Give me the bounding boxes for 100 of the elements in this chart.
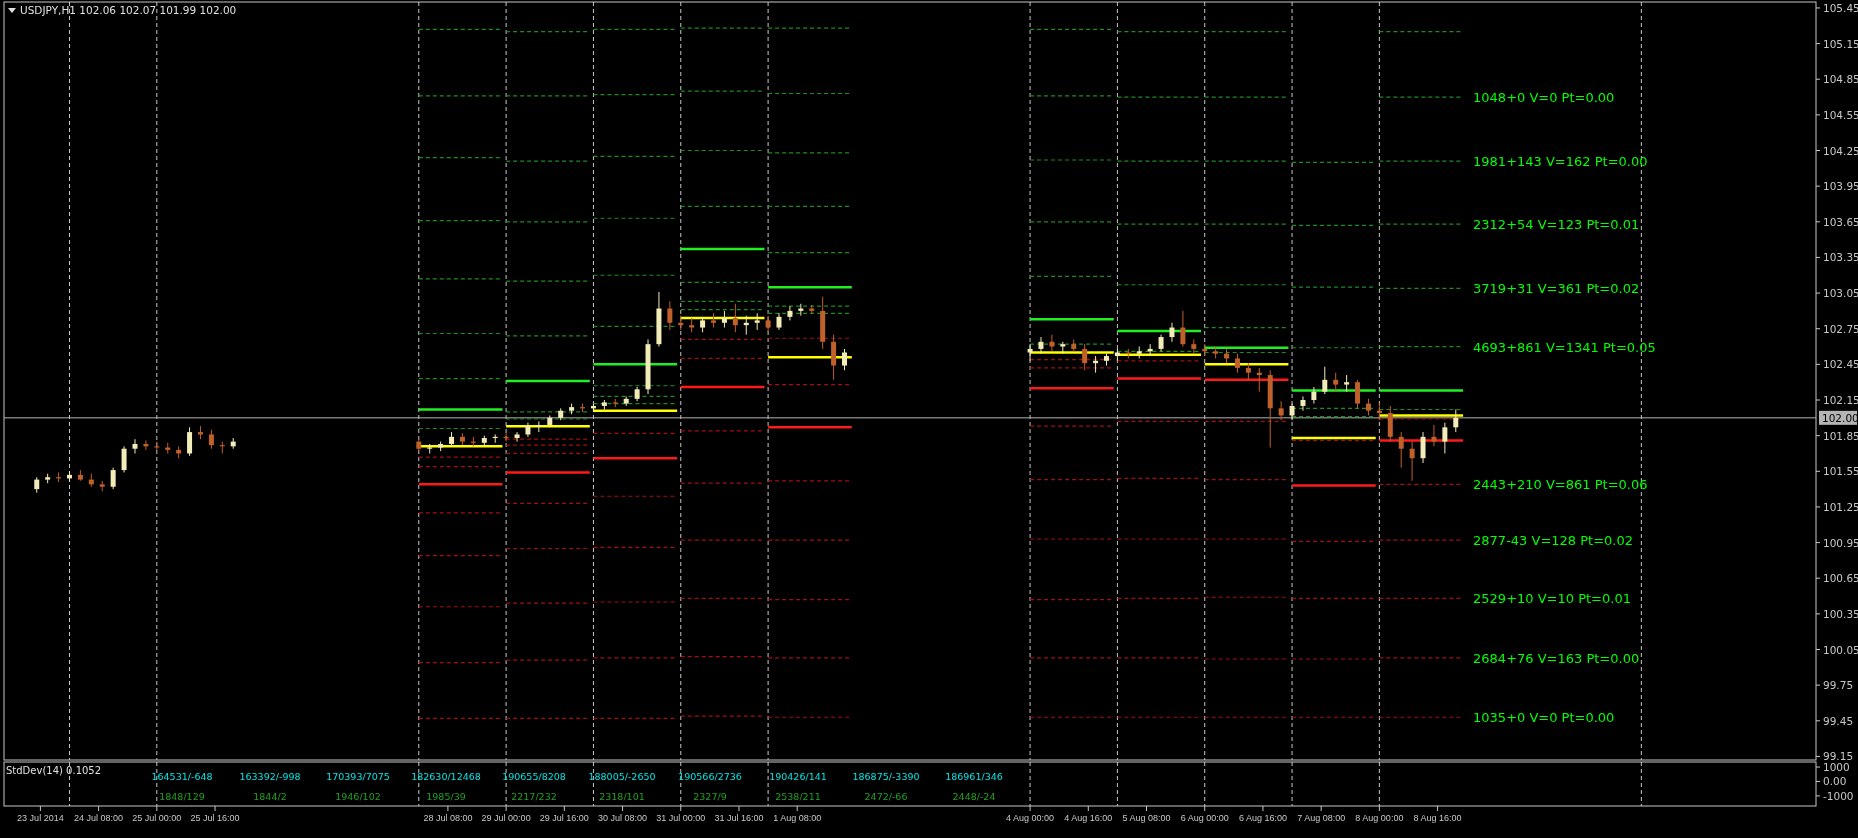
annotation: 163392/-998 [239,771,301,782]
annotation: 2217/232 [511,791,557,802]
candlestick [732,303,738,333]
candlestick [787,305,793,321]
x-tick-label: 25 Jul 16:00 [190,813,240,823]
annotation: 1048+0 V=0 Pt=0.00 [1473,90,1615,106]
annotation: 190566/2736 [678,771,742,782]
x-tick-label: 1 Aug 08:00 [773,813,822,823]
candlestick [1300,395,1306,412]
candlestick [1169,322,1175,343]
candlestick [1049,334,1055,352]
candlestick [667,300,673,331]
annotation: 4693+861 V=1341 Pt=0.05 [1473,339,1656,355]
y-tick-label: 103.95 [1823,180,1858,193]
candlestick [1278,400,1284,421]
annotation: 1035+0 V=0 Pt=0.00 [1473,710,1615,726]
annotation: 2877-43 V=128 Pt=0.02 [1473,533,1634,549]
x-tick-label: 7 Aug 08:00 [1297,813,1346,823]
candlestick [1398,431,1404,469]
annotation: 1981+143 V=162 Pt=0.00 [1473,154,1648,170]
candlestick [1234,353,1240,374]
candlestick [1082,343,1088,371]
candlestick [1180,310,1186,348]
annotation: 188005/-2650 [588,771,656,782]
y-tick-label: 99.75 [1823,679,1854,692]
annotation: 2318/101 [599,791,645,802]
y-tick-label: 102.45 [1823,358,1858,371]
annotation: 1985/39 [426,791,466,802]
annotation: 1844/2 [253,791,287,802]
y-tick-label: 100.35 [1823,607,1858,620]
x-tick-label: 5 Aug 08:00 [1122,813,1171,823]
candlestick [208,429,214,450]
annotation: 164531/-648 [151,771,213,782]
candlestick [1038,336,1044,355]
candlestick [1355,379,1361,409]
annotation: 190426/141 [769,771,827,782]
y-tick-label: 101.25 [1823,500,1858,513]
y-tick-label: 100.65 [1823,572,1858,585]
y-tick-label: 103.05 [1823,287,1858,300]
y-tick-label: 100.95 [1823,536,1858,549]
x-tick-label: 8 Aug 16:00 [1413,813,1462,823]
candlestick [132,438,138,454]
annotation: 2448/-24 [952,791,996,802]
y-tick-label: 100.05 [1823,643,1858,656]
y-tick-label: 101.55 [1823,465,1858,478]
candlestick [1387,405,1393,443]
annotation: 190655/8208 [502,771,566,782]
annotation: 182630/12468 [411,771,481,782]
x-tick-label: 6 Aug 16:00 [1238,813,1287,823]
candlestick [1409,441,1415,482]
annotation: 186961/346 [945,771,1003,782]
y-tick-label: 103.65 [1823,215,1858,228]
y-tick-label: 102.15 [1823,394,1858,407]
annotation: 2327/9 [693,791,727,802]
x-tick-label: 24 Jul 08:00 [74,813,124,823]
annotation: 1848/129 [159,791,205,802]
x-tick-label: 29 Jul 00:00 [481,813,531,823]
y-tick-label: 0.00 [1823,775,1847,788]
y-tick-label: 104.25 [1823,144,1858,157]
candlestick [121,445,127,473]
annotation: 1946/102 [335,791,381,802]
x-tick-label: 30 Jul 08:00 [598,813,648,823]
y-tick-label: 103.35 [1823,251,1858,264]
candlestick [1333,372,1339,393]
x-tick-label: 28 Jul 08:00 [423,813,473,823]
candlestick [1420,431,1426,464]
y-tick-label: 105.15 [1823,37,1858,50]
y-tick-label: 99.45 [1823,714,1854,727]
annotation: 2443+210 V=861 Pt=0.06 [1473,477,1648,493]
candlestick [831,334,837,381]
annotation: 2538/211 [775,791,821,802]
annotation: 2529+10 V=10 Pt=0.01 [1473,591,1631,607]
annotation: 2684+76 V=163 Pt=0.00 [1473,650,1640,666]
x-tick-label: 4 Aug 16:00 [1064,813,1113,823]
x-tick-label: 8 Aug 00:00 [1355,813,1404,823]
candlestick [1442,422,1448,454]
candlestick [842,348,848,371]
y-tick-label: -1000 [1823,789,1854,802]
x-tick-label: 29 Jul 16:00 [539,813,589,823]
y-tick-label: 1000 [1823,761,1850,774]
y-tick-label: 102.75 [1823,322,1858,335]
y-tick-label: 105.45 [1823,1,1858,14]
y-tick-label: 104.55 [1823,108,1858,121]
candlestick [1453,409,1459,433]
chart-title: USDJPY,H1 102.06 102.07 101.99 102.00 [20,4,237,16]
x-tick-label: 31 Jul 00:00 [656,813,706,823]
candlestick [1311,386,1317,405]
candlestick [765,315,771,333]
annotation: 3719+31 V=361 Pt=0.02 [1473,281,1640,297]
candlestick [1322,366,1328,395]
candlestick [514,431,520,443]
y-tick-label: 101.85 [1823,429,1858,442]
annotation: 170393/7075 [326,771,390,782]
x-tick-label: 31 Jul 16:00 [714,813,764,823]
y-tick-label: 104.85 [1823,73,1858,86]
x-tick-label: 25 Jul 00:00 [132,813,182,823]
x-tick-label: 4 Aug 00:00 [1006,813,1055,823]
chart-title: StdDev(14) 0.1052 [6,765,102,776]
candlestick [187,426,193,457]
candlestick [110,467,116,490]
